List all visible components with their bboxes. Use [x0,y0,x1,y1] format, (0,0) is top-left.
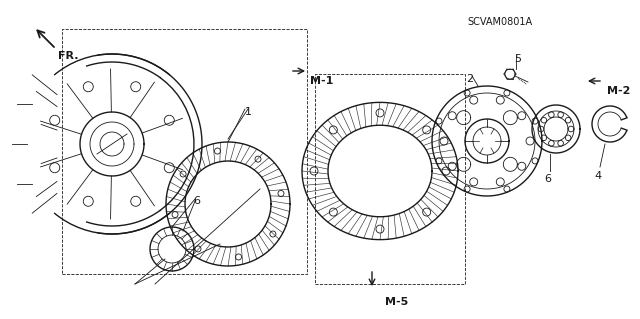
Text: 5: 5 [515,54,522,64]
Text: SCVAM0801A: SCVAM0801A [467,17,532,27]
Text: M-1: M-1 [310,76,333,86]
Bar [62,29,307,274]
Text: M-2: M-2 [607,86,630,96]
Text: FR.: FR. [58,51,79,61]
Text: 4: 4 [595,171,602,181]
Text: M-5: M-5 [385,297,408,307]
Text: 1: 1 [244,107,252,117]
Text: 6: 6 [193,196,200,206]
Text: 2: 2 [467,74,474,84]
Bar [315,74,465,284]
Text: 6: 6 [545,174,552,184]
